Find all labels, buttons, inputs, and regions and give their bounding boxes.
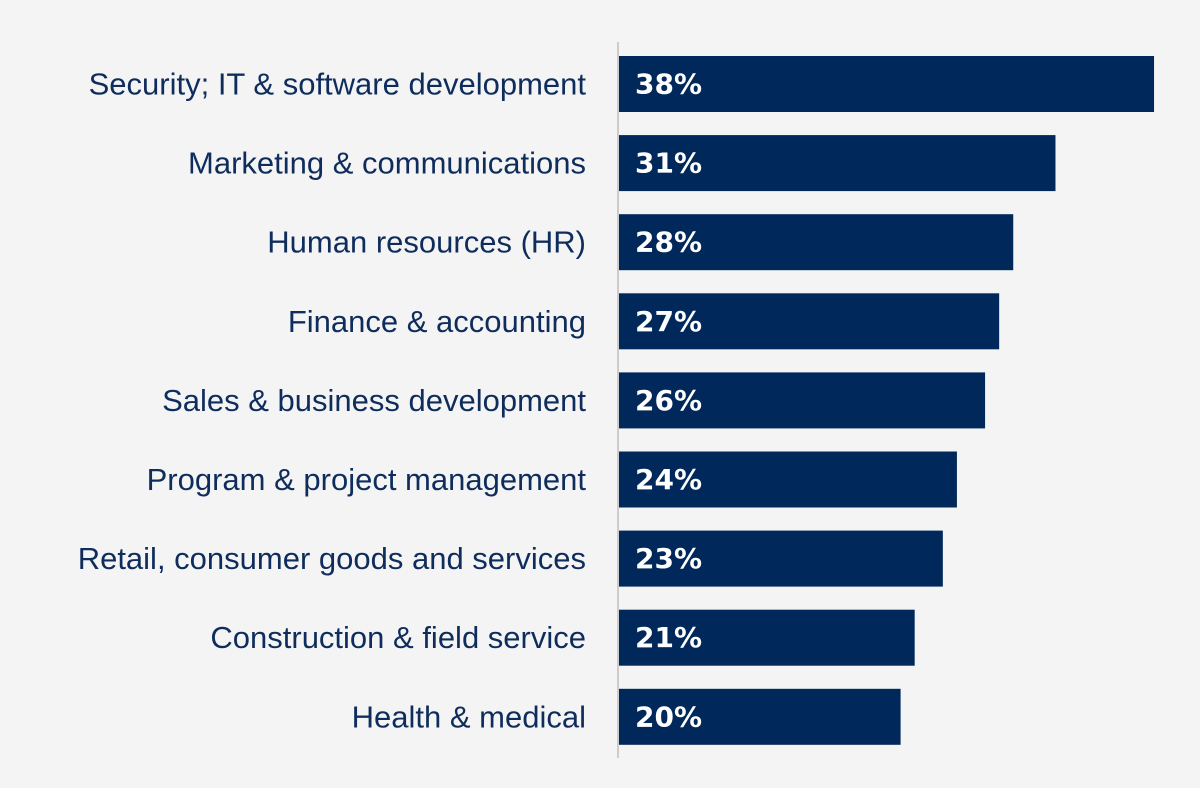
value-label-health-medical: 20%: [635, 700, 702, 733]
category-label-marketing-communications: Marketing & communications: [188, 146, 586, 181]
value-label-marketing-communications: 31%: [635, 147, 702, 180]
category-label-security-it-software-development: Security; IT & software development: [89, 67, 587, 102]
category-label-health-medical: Health & medical: [352, 699, 586, 734]
bar-program-project-management: [619, 451, 957, 508]
category-label-retail-consumer-goods-and-services: Retail, consumer goods and services: [78, 541, 586, 576]
category-label-program-project-management: Program & project management: [147, 462, 587, 497]
category-label-construction-field-service: Construction & field service: [210, 620, 586, 655]
category-label-sales-business-development: Sales & business development: [162, 383, 586, 418]
bar-sales-business-development: [619, 372, 986, 429]
value-label-program-project-management: 24%: [635, 463, 702, 496]
value-label-security-it-software-development: 38%: [635, 68, 702, 101]
category-label-finance-accounting: Finance & accounting: [288, 304, 586, 339]
value-label-human-resources-hr: 28%: [635, 226, 702, 259]
value-label-finance-accounting: 27%: [635, 305, 702, 338]
bar-finance-accounting: [619, 293, 1000, 350]
bar-health-medical: [619, 688, 901, 745]
bar-security-it-software-development: [619, 56, 1155, 112]
category-label-human-resources-hr: Human resources (HR): [267, 225, 586, 260]
value-label-sales-business-development: 26%: [635, 384, 702, 417]
bar-human-resources-hr: [619, 214, 1014, 271]
bar-construction-field-service: [619, 609, 915, 666]
bar-retail-consumer-goods-and-services: [619, 530, 943, 587]
bar-marketing-communications: [619, 135, 1056, 192]
bars-group: Security; IT & software development 38% Ma…: [78, 56, 1155, 745]
value-label-retail-consumer-goods-and-services: 23%: [635, 542, 702, 575]
value-label-construction-field-service: 21%: [635, 621, 702, 654]
